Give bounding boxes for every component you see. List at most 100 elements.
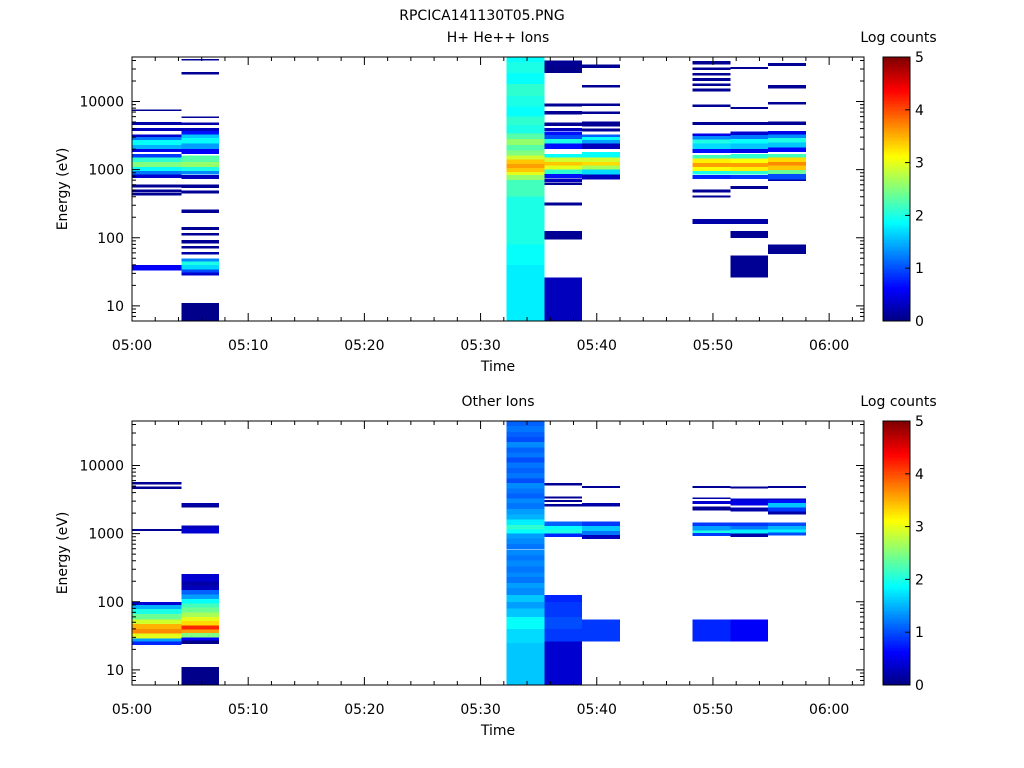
heatmap-cell bbox=[730, 122, 769, 126]
heatmap-cell bbox=[181, 59, 220, 61]
heatmap-cell bbox=[768, 511, 806, 515]
heatmap-cell bbox=[730, 107, 769, 110]
y-axis-label: Energy (eV) bbox=[55, 148, 71, 231]
heatmap-cell bbox=[506, 544, 545, 550]
colorbar-segment bbox=[883, 213, 910, 216]
heatmap-cell bbox=[132, 149, 182, 153]
heatmap-cell bbox=[582, 530, 620, 535]
heatmap-cell bbox=[768, 62, 806, 67]
heatmap-cell bbox=[582, 174, 620, 180]
colorbar-segment bbox=[883, 200, 910, 203]
heatmap-cell bbox=[181, 251, 220, 255]
colorbar-segment bbox=[883, 568, 910, 572]
colorbar-segment bbox=[883, 627, 910, 631]
heatmap-cell bbox=[544, 521, 583, 526]
colorbar-segment bbox=[883, 72, 910, 76]
colorbar-segment bbox=[883, 654, 910, 657]
colorbar-segment bbox=[883, 667, 910, 671]
heatmap-cell bbox=[692, 532, 731, 537]
colorbar-segment bbox=[883, 235, 910, 238]
colorbar-segment bbox=[883, 588, 910, 591]
colorbar-segment bbox=[883, 517, 910, 521]
heatmap-cell bbox=[582, 161, 620, 166]
colorbar-segment bbox=[883, 665, 910, 668]
heatmap-cell bbox=[506, 519, 545, 525]
heatmap-cell bbox=[544, 529, 583, 534]
colorbar-segment bbox=[883, 467, 910, 470]
colorbar-segment bbox=[883, 572, 910, 576]
heatmap-cell bbox=[181, 503, 220, 506]
colorbar-segment bbox=[883, 195, 910, 199]
heatmap-cell bbox=[730, 149, 769, 154]
colorbar-segment bbox=[883, 555, 910, 558]
heatmap-cell bbox=[181, 184, 220, 188]
colorbar-segment bbox=[883, 658, 910, 662]
heatmap-cell bbox=[132, 628, 182, 634]
heatmap-cell bbox=[692, 522, 731, 526]
heatmap-cell bbox=[692, 133, 731, 137]
y-tick-label: 10000 bbox=[79, 459, 124, 475]
colorbar-segment bbox=[883, 502, 910, 506]
heatmap-cell bbox=[768, 147, 806, 153]
colorbar-segment bbox=[883, 487, 910, 490]
heatmap-cell bbox=[506, 144, 545, 151]
y-tick-label: 100 bbox=[97, 231, 124, 247]
x-tick-label: 05:10 bbox=[228, 338, 268, 354]
heatmap-cell bbox=[506, 555, 545, 561]
heatmap-cell bbox=[181, 594, 220, 599]
heatmap-cell bbox=[181, 155, 220, 162]
heatmap-cell bbox=[730, 231, 769, 238]
heatmap-cell bbox=[730, 166, 769, 172]
colorbar-segment bbox=[883, 145, 910, 148]
colorbar-segment bbox=[883, 542, 910, 545]
heatmap-cell bbox=[506, 150, 545, 156]
colorbar-segment bbox=[883, 252, 910, 256]
heatmap-cell bbox=[506, 175, 545, 181]
y-axis-label: Energy (eV) bbox=[55, 512, 71, 595]
heatmap-cell bbox=[730, 507, 769, 512]
heatmap-cell bbox=[768, 170, 806, 175]
heatmap-cell bbox=[768, 522, 806, 526]
colorbar-segment bbox=[883, 224, 910, 227]
heatmap-cell bbox=[692, 497, 731, 500]
heatmap-cell bbox=[181, 667, 220, 685]
heatmap-cell bbox=[506, 577, 545, 583]
heatmap-cell bbox=[181, 637, 220, 641]
heatmap-cell bbox=[181, 161, 220, 167]
heatmap-cell bbox=[181, 190, 220, 194]
heatmap-cell bbox=[506, 582, 545, 588]
heatmap-cell bbox=[730, 522, 769, 526]
heatmap-cell bbox=[692, 530, 731, 533]
heatmap-cell bbox=[730, 153, 769, 159]
heatmap-cell bbox=[544, 157, 583, 162]
colorbar-segment bbox=[883, 570, 910, 574]
heatmap-cell bbox=[506, 106, 545, 117]
colorbar-segment bbox=[883, 314, 910, 318]
colorbar-segment bbox=[883, 546, 910, 550]
colorbar-segment bbox=[883, 96, 910, 100]
heatmap-cell bbox=[506, 116, 545, 126]
heatmap-cell bbox=[181, 72, 220, 75]
colorbar-segment bbox=[883, 189, 910, 192]
heatmap-cell bbox=[544, 202, 583, 206]
heatmap-cell bbox=[544, 66, 583, 74]
colorbar-tick-label: 2 bbox=[915, 208, 924, 224]
heatmap-cell bbox=[582, 619, 620, 629]
heatmap-cell bbox=[692, 139, 731, 144]
colorbar-segment bbox=[883, 204, 910, 208]
heatmap-cell bbox=[506, 572, 545, 578]
heatmap-cell bbox=[544, 533, 583, 537]
heatmap-cell bbox=[506, 616, 545, 629]
heatmap-cell bbox=[730, 67, 769, 69]
colorbar-tick-label: 5 bbox=[915, 414, 924, 430]
heatmap-cell bbox=[506, 264, 545, 321]
heatmap-cell bbox=[544, 601, 583, 617]
heatmap-cell bbox=[181, 116, 220, 119]
colorbar-segment bbox=[883, 180, 910, 183]
heatmap-cell bbox=[692, 154, 731, 159]
heatmap-cell bbox=[132, 641, 182, 646]
colorbar-tick-label: 1 bbox=[915, 261, 924, 277]
heatmap-cell bbox=[692, 122, 731, 126]
colorbar-segment bbox=[883, 303, 910, 307]
x-tick-label: 05:50 bbox=[693, 702, 733, 718]
